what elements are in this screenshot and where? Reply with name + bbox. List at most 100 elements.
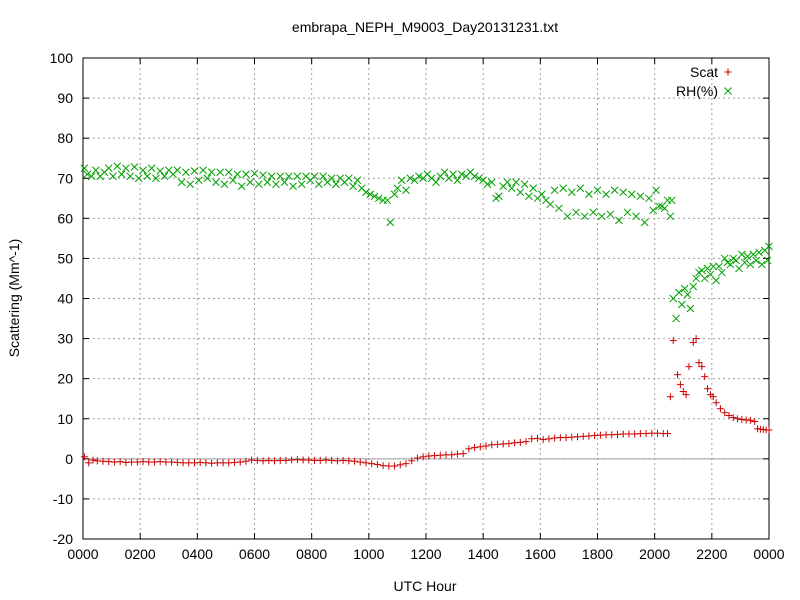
- data-point: [712, 276, 720, 285]
- y-tick-label: 100: [50, 50, 74, 66]
- data-point: [351, 457, 359, 465]
- data-point: [763, 256, 772, 265]
- grid-lines: [83, 58, 769, 539]
- data-point: [669, 294, 678, 303]
- data-point: [83, 170, 92, 179]
- data-point: [765, 426, 773, 434]
- data-point: [415, 172, 423, 181]
- data-point: [246, 178, 255, 187]
- data-point: [432, 178, 440, 187]
- data-point: [457, 170, 466, 179]
- data-point: [546, 200, 555, 209]
- data-point: [242, 170, 250, 179]
- data-point: [751, 418, 759, 426]
- data-point: [482, 442, 490, 450]
- data-point: [752, 256, 760, 265]
- data-point: [721, 409, 729, 417]
- data-point: [160, 172, 169, 181]
- data-point: [207, 168, 216, 177]
- data-point: [615, 216, 623, 225]
- y-tick-label: 70: [57, 170, 73, 186]
- data-point: [689, 282, 698, 291]
- data-point: [572, 208, 580, 217]
- data-point: [636, 192, 645, 201]
- data-point: [177, 178, 186, 187]
- y-tick-label: 90: [57, 90, 73, 106]
- x-tick-label: 0800: [296, 546, 327, 562]
- data-point: [173, 166, 182, 175]
- data-point: [703, 264, 712, 273]
- data-point: [669, 337, 677, 345]
- data-point: [109, 172, 117, 181]
- data-point: [147, 164, 156, 173]
- data-point: [396, 461, 404, 469]
- data-point: [593, 186, 602, 195]
- data-point: [645, 194, 653, 203]
- data-point: [503, 178, 512, 187]
- data-point: [453, 176, 462, 185]
- data-point: [413, 454, 421, 462]
- data-point: [267, 172, 276, 181]
- data-point: [113, 162, 122, 171]
- data-point: [627, 190, 636, 199]
- x-axis-label: UTC Hour: [393, 578, 456, 594]
- data-point: [602, 190, 610, 199]
- data-point: [402, 460, 410, 468]
- data-point: [130, 163, 139, 171]
- data-point: [632, 212, 640, 221]
- data-point: [406, 174, 415, 183]
- data-points: [80, 162, 773, 470]
- data-point: [597, 212, 606, 221]
- data-point: [310, 172, 319, 181]
- data-point: [667, 196, 676, 205]
- data-point: [726, 260, 735, 269]
- data-point: [683, 290, 692, 299]
- data-point: [448, 451, 456, 459]
- data-point: [675, 288, 683, 297]
- data-point: [143, 172, 152, 181]
- y-axis-label: Scattering (Mm^-1): [6, 239, 22, 358]
- data-point: [332, 180, 340, 189]
- data-point: [152, 174, 160, 183]
- data-point: [507, 184, 516, 193]
- data-point: [749, 250, 758, 259]
- data-point: [156, 167, 165, 175]
- data-point: [606, 210, 615, 219]
- data-point: [182, 168, 190, 177]
- data-point: [746, 260, 755, 269]
- y-tick-label: 0: [65, 451, 73, 467]
- data-point: [649, 206, 658, 215]
- data-point: [589, 208, 598, 217]
- data-point: [104, 164, 113, 173]
- data-point: [254, 180, 263, 189]
- x-tick-label: 0200: [125, 546, 156, 562]
- data-point: [695, 359, 703, 367]
- data-point: [374, 194, 383, 203]
- data-point: [116, 458, 124, 466]
- data-point: [459, 450, 467, 458]
- x-tick-label: 1800: [582, 546, 613, 562]
- data-point: [516, 188, 525, 197]
- data-point: [567, 188, 576, 197]
- data-point: [390, 190, 399, 199]
- data-point: [758, 260, 766, 269]
- data-point: [80, 453, 88, 461]
- data-point: [408, 457, 416, 465]
- y-tick-label: 60: [57, 210, 73, 226]
- legend: Scat RH(%): [676, 64, 732, 99]
- x-tick-label: 1400: [468, 546, 499, 562]
- data-point: [229, 176, 237, 185]
- data-point: [190, 167, 199, 175]
- data-point: [619, 188, 628, 197]
- y-tick-label: 30: [57, 331, 73, 347]
- data-point: [314, 180, 323, 189]
- data-point: [743, 252, 752, 261]
- data-point: [732, 256, 740, 265]
- data-point: [525, 192, 533, 201]
- data-point: [495, 192, 503, 201]
- data-point: [559, 184, 568, 193]
- data-point: [216, 168, 225, 177]
- data-point: [585, 190, 593, 199]
- data-point: [550, 186, 559, 195]
- data-point: [393, 184, 402, 193]
